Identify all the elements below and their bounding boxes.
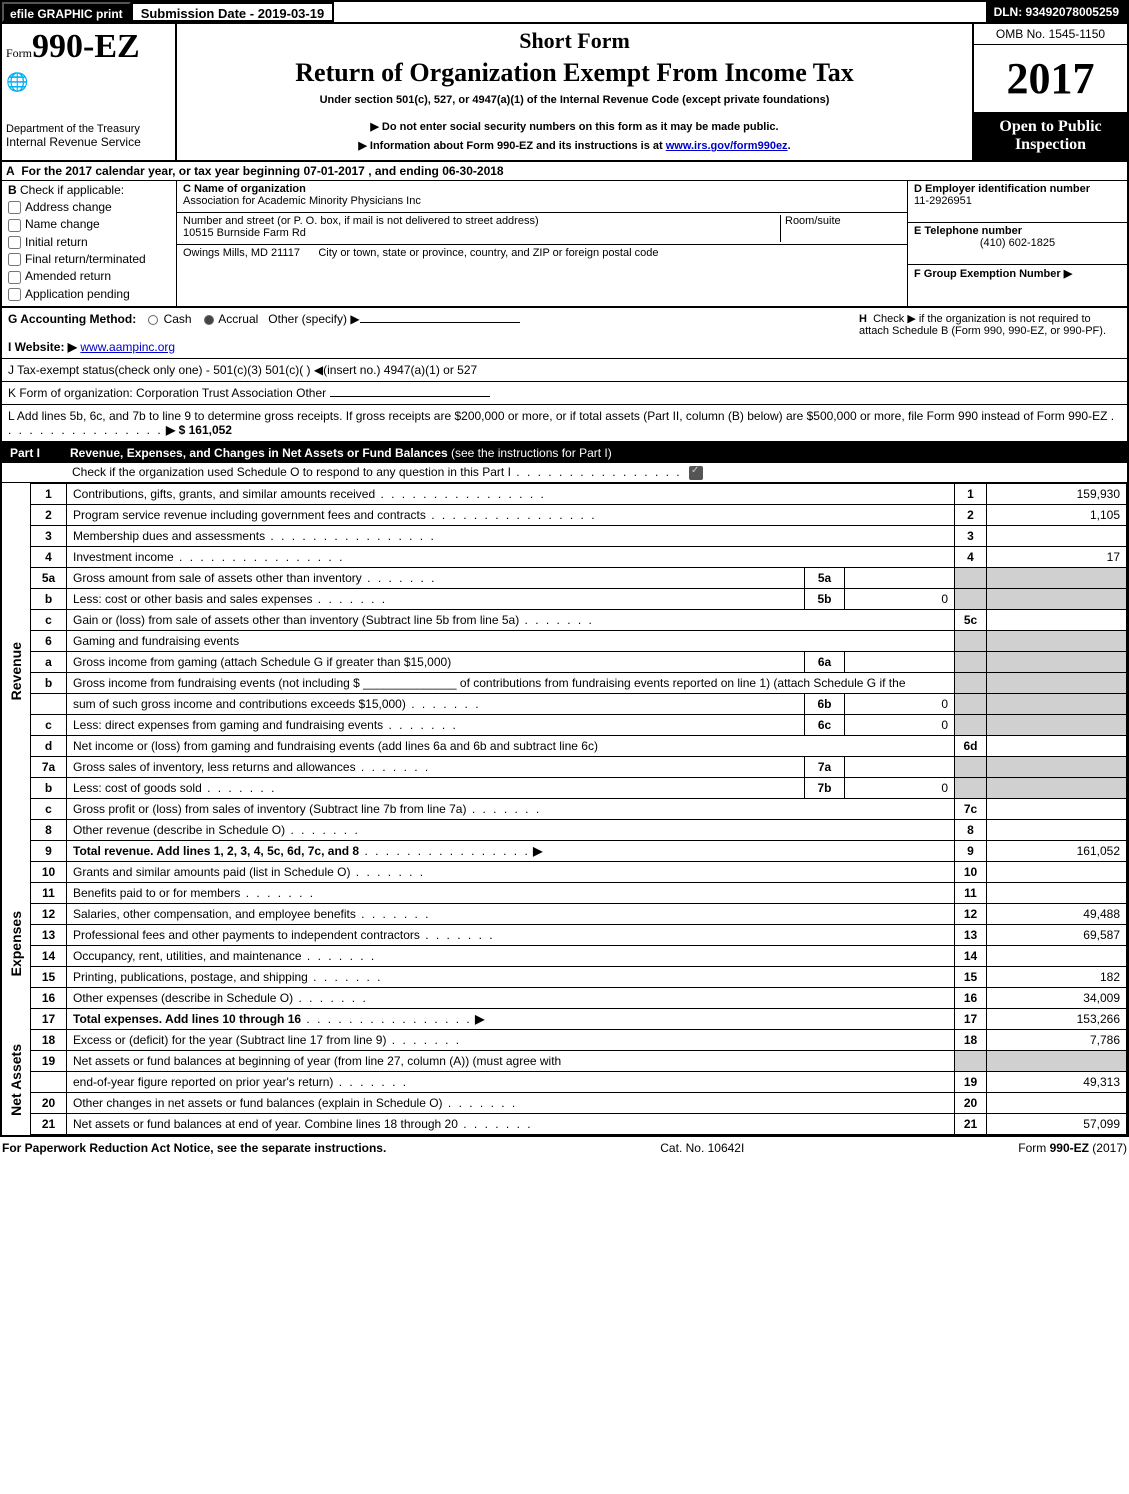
part-1-header: Part I Revenue, Expenses, and Changes in… <box>2 443 1127 463</box>
line-13: 13Professional fees and other payments t… <box>2 924 1127 945</box>
line-6a: aGross income from gaming (attach Schedu… <box>2 651 1127 672</box>
section-gh: G Accounting Method: Cash Accrual Other … <box>2 308 1127 359</box>
form-number: 990-EZ <box>32 28 140 65</box>
line-6d: dNet income or (loss) from gaming and fu… <box>2 735 1127 756</box>
line-6: 6Gaming and fundraising events <box>2 630 1127 651</box>
section-j: J Tax-exempt status(check only one) - 50… <box>2 359 1127 382</box>
line-6c: cLess: direct expenses from gaming and f… <box>2 714 1127 735</box>
section-l: L Add lines 5b, 6c, and 7b to line 9 to … <box>2 405 1127 443</box>
line-14: 14Occupancy, rent, utilities, and mainte… <box>2 945 1127 966</box>
footer-cat-no: Cat. No. 10642I <box>660 1141 744 1155</box>
main-title: Return of Organization Exempt From Incom… <box>185 58 964 88</box>
line-7c: cGross profit or (loss) from sales of in… <box>2 798 1127 819</box>
line-21: 21Net assets or fund balances at end of … <box>2 1113 1127 1134</box>
top-bar: efile GRAPHIC print Submission Date - 20… <box>2 2 1127 24</box>
check-initial-return[interactable]: Initial return <box>8 235 170 249</box>
section-k: K Form of organization: Corporation Trus… <box>2 382 1127 405</box>
line-12: 12Salaries, other compensation, and empl… <box>2 903 1127 924</box>
dln: DLN: 93492078005259 <box>986 2 1127 22</box>
subtitle: Under section 501(c), 527, or 4947(a)(1)… <box>185 94 964 106</box>
section-def: D Employer identification number 11-2926… <box>907 181 1127 306</box>
radio-accrual[interactable] <box>204 315 214 325</box>
form-container: efile GRAPHIC print Submission Date - 20… <box>0 0 1129 1137</box>
expenses-tab: Expenses <box>8 911 24 976</box>
line-2: 2Program service revenue including gover… <box>2 504 1127 525</box>
section-b: B Check if applicable: Address change Na… <box>2 181 177 306</box>
line-15: 15Printing, publications, postage, and s… <box>2 966 1127 987</box>
room-suite-label: Room/suite <box>781 215 901 242</box>
title-cell: Short Form Return of Organization Exempt… <box>177 24 972 160</box>
footer-form-ref: Form 990-EZ (2017) <box>1018 1141 1127 1155</box>
globe-icon: 🌐 <box>6 72 171 93</box>
omb-number: OMB No. 1545-1150 <box>974 24 1127 45</box>
check-name-change[interactable]: Name change <box>8 217 170 231</box>
line-10: Expenses 10Grants and similar amounts pa… <box>2 861 1127 882</box>
line-3: 3Membership dues and assessments 3 <box>2 525 1127 546</box>
line-17: 17Total expenses. Add lines 10 through 1… <box>2 1008 1127 1029</box>
radio-cash[interactable] <box>148 315 158 325</box>
telephone: (410) 602-1825 <box>914 237 1121 249</box>
dept-treasury: Department of the Treasury <box>6 123 171 135</box>
tax-year: 2017 <box>974 45 1127 112</box>
section-bcdef: B Check if applicable: Address change Na… <box>2 181 1127 308</box>
revenue-tab: Revenue <box>8 642 24 700</box>
line-20: 20Other changes in net assets or fund ba… <box>2 1092 1127 1113</box>
instructions-link[interactable]: www.irs.gov/form990ez <box>666 140 788 152</box>
section-a: A For the 2017 calendar year, or tax yea… <box>2 162 1127 181</box>
line-9: 9Total revenue. Add lines 1, 2, 3, 4, 5c… <box>2 840 1127 861</box>
footer-left: For Paperwork Reduction Act Notice, see … <box>2 1141 386 1155</box>
check-address-change[interactable]: Address change <box>8 200 170 214</box>
part-1-subtext: Check if the organization used Schedule … <box>2 463 1127 483</box>
line-5c: cGain or (loss) from sale of assets othe… <box>2 609 1127 630</box>
ein: 11-2926951 <box>914 195 1121 207</box>
section-a-text-pre: For the 2017 calendar year, or tax year … <box>21 164 303 178</box>
open-to-public: Open to Public Inspection <box>974 112 1127 160</box>
line-5a: 5aGross amount from sale of assets other… <box>2 567 1127 588</box>
line-6b-2: sum of such gross income and contributio… <box>2 693 1127 714</box>
form-number-cell: Form990-EZ 🌐 Department of the Treasury … <box>2 24 177 160</box>
submission-date: Submission Date - 2019-03-19 <box>131 2 335 22</box>
year-cell: OMB No. 1545-1150 2017 Open to Public In… <box>972 24 1127 160</box>
check-application-pending[interactable]: Application pending <box>8 287 170 301</box>
check-amended-return[interactable]: Amended return <box>8 269 170 283</box>
line-4: 4Investment income 417 <box>2 546 1127 567</box>
form-prefix: Form <box>6 46 32 60</box>
line-11: 11Benefits paid to or for members11 <box>2 882 1127 903</box>
org-name: Association for Academic Minority Physic… <box>183 195 901 207</box>
efile-print-button[interactable]: efile GRAPHIC print <box>2 2 131 22</box>
line-5b: bLess: cost or other basis and sales exp… <box>2 588 1127 609</box>
line-19-2: end-of-year figure reported on prior yea… <box>2 1071 1127 1092</box>
line-8: 8Other revenue (describe in Schedule O) … <box>2 819 1127 840</box>
line-19-1: 19Net assets or fund balances at beginni… <box>2 1050 1127 1071</box>
warning-1: ▶ Do not enter social security numbers o… <box>185 120 964 133</box>
org-city: Owings Mills, MD 21117 <box>183 247 300 259</box>
schedule-o-checkbox[interactable] <box>689 466 703 480</box>
line-1: Revenue 1 Contributions, gifts, grants, … <box>2 483 1127 504</box>
short-form-label: Short Form <box>185 28 964 54</box>
page-footer: For Paperwork Reduction Act Notice, see … <box>0 1137 1129 1159</box>
line-16: 16Other expenses (describe in Schedule O… <box>2 987 1127 1008</box>
dept-irs: Internal Revenue Service <box>6 135 171 149</box>
section-c: C Name of organization Association for A… <box>177 181 907 306</box>
warning-2: ▶ Information about Form 990-EZ and its … <box>185 139 964 152</box>
header-row: Form990-EZ 🌐 Department of the Treasury … <box>2 24 1127 162</box>
org-address: 10515 Burnside Farm Rd <box>183 227 776 239</box>
section-h: H Check ▶ if the organization is not req… <box>851 312 1121 354</box>
line-7a: 7aGross sales of inventory, less returns… <box>2 756 1127 777</box>
net-assets-tab: Net Assets <box>8 1044 24 1116</box>
check-final-return[interactable]: Final return/terminated <box>8 252 170 266</box>
website-link[interactable]: www.aampinc.org <box>80 340 175 354</box>
line-7b: bLess: cost of goods sold 7b0 <box>2 777 1127 798</box>
line-6b-1: bGross income from fundraising events (n… <box>2 672 1127 693</box>
part-1-table: Revenue 1 Contributions, gifts, grants, … <box>2 483 1127 1135</box>
line-18: Net Assets 18Excess or (deficit) for the… <box>2 1029 1127 1050</box>
